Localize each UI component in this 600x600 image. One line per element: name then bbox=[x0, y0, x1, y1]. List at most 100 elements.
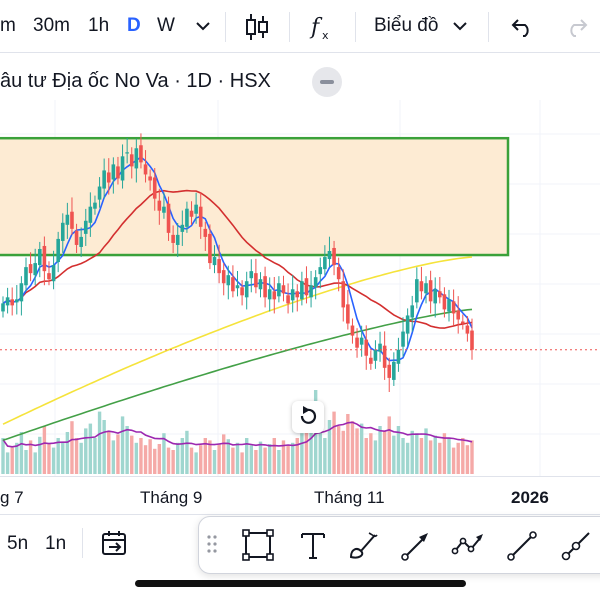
candle-body bbox=[129, 154, 134, 167]
goto-date-icon[interactable] bbox=[100, 530, 130, 558]
volume-bar bbox=[74, 438, 79, 474]
volume-bar bbox=[336, 426, 341, 474]
candle-body bbox=[465, 325, 470, 334]
candle-body bbox=[1, 303, 5, 312]
candle-body bbox=[203, 228, 208, 237]
candle-body bbox=[451, 301, 456, 314]
volume-bar bbox=[295, 438, 299, 474]
candle-body bbox=[240, 287, 244, 296]
candle-body bbox=[295, 291, 300, 298]
collapse-legend-button[interactable] bbox=[312, 67, 342, 97]
volume-bar bbox=[189, 447, 194, 474]
range-1d-button[interactable]: 1n bbox=[45, 533, 67, 554]
volume-bar bbox=[267, 444, 272, 474]
volume-bar bbox=[1, 438, 5, 474]
interval-w[interactable]: W bbox=[157, 15, 175, 36]
volume-bar bbox=[244, 438, 249, 474]
volume-bar bbox=[249, 445, 253, 474]
volume-bar bbox=[369, 433, 373, 474]
volume-bar bbox=[461, 438, 465, 474]
candle-body bbox=[231, 277, 235, 292]
volume-bar bbox=[323, 438, 327, 474]
drag-handle-icon[interactable] bbox=[205, 529, 219, 561]
candle-body bbox=[120, 156, 125, 181]
candle-body bbox=[249, 271, 254, 279]
candle-body bbox=[70, 211, 74, 229]
redo-icon[interactable] bbox=[563, 14, 589, 38]
trend-line-icon[interactable] bbox=[505, 529, 539, 561]
candle-body bbox=[143, 164, 148, 175]
ma-green-line bbox=[2, 308, 473, 442]
reset-icon bbox=[300, 406, 317, 424]
volume-bar bbox=[355, 428, 359, 474]
candle-body bbox=[456, 310, 461, 320]
path-icon[interactable] bbox=[451, 529, 485, 561]
ma-red-line bbox=[2, 189, 473, 329]
candle-body bbox=[24, 267, 28, 286]
indicators-icon[interactable]: f x bbox=[307, 12, 337, 42]
interval-d[interactable]: D bbox=[127, 15, 141, 36]
rectangle-icon[interactable] bbox=[241, 529, 275, 561]
arrow-icon[interactable] bbox=[399, 529, 433, 561]
interval-30m[interactable]: 30m bbox=[33, 15, 70, 36]
volume-bar bbox=[79, 442, 83, 474]
resistance-zone-rectangle bbox=[0, 136, 510, 257]
volume-bar bbox=[166, 447, 171, 474]
undo-icon[interactable] bbox=[510, 14, 536, 38]
volume-bar bbox=[171, 450, 175, 474]
candle-body bbox=[37, 248, 42, 266]
candle-body bbox=[281, 285, 286, 294]
volume-bar bbox=[433, 435, 437, 474]
candle-body bbox=[461, 321, 465, 324]
volume-bar bbox=[203, 438, 208, 474]
candle-body bbox=[28, 264, 33, 274]
candle-body bbox=[33, 263, 37, 276]
chart-type-menu[interactable]: Biểu đồ bbox=[374, 15, 439, 36]
reset-chart-button[interactable] bbox=[292, 401, 324, 433]
chevron-down-icon[interactable] bbox=[195, 20, 211, 32]
candle-body bbox=[359, 337, 364, 345]
candle-body bbox=[152, 177, 157, 199]
volume-bar bbox=[180, 438, 185, 474]
range-5d-button[interactable]: 5n bbox=[7, 533, 29, 554]
candle-body bbox=[350, 325, 355, 336]
candle-body bbox=[226, 275, 231, 286]
candle-body bbox=[171, 234, 175, 243]
volume-bar bbox=[373, 440, 378, 474]
interval-1h[interactable]: 1h bbox=[88, 15, 110, 36]
toolbar-border bbox=[0, 52, 600, 53]
volume-bar bbox=[382, 430, 387, 474]
candle-body bbox=[14, 299, 19, 303]
candle-body bbox=[79, 236, 83, 247]
candle-body bbox=[175, 234, 180, 245]
candles-icon[interactable] bbox=[243, 12, 271, 42]
candle-body bbox=[355, 337, 359, 348]
candle-body bbox=[166, 203, 171, 233]
candle-body bbox=[83, 220, 88, 234]
volume-bar bbox=[327, 420, 332, 474]
text-icon[interactable] bbox=[296, 529, 330, 561]
volume-bar bbox=[442, 433, 447, 474]
symbol-legend-title[interactable]: âu tư Địa ốc No Va · 1D · HSX bbox=[0, 70, 271, 92]
candle-body bbox=[272, 291, 277, 300]
volume-ma-line bbox=[2, 421, 473, 448]
candle-body bbox=[157, 200, 162, 211]
brush-icon[interactable] bbox=[347, 529, 381, 561]
volume-bar bbox=[97, 411, 102, 474]
chevron-down-icon[interactable] bbox=[452, 20, 468, 32]
candle-body bbox=[410, 305, 415, 318]
volume-bar bbox=[415, 433, 419, 474]
volume-bar bbox=[332, 411, 336, 474]
volume-bar bbox=[65, 432, 70, 474]
price-chart[interactable] bbox=[0, 100, 600, 478]
candle-body bbox=[263, 276, 267, 298]
candle-body bbox=[438, 291, 442, 298]
volume-bar bbox=[272, 438, 276, 474]
candle-body bbox=[424, 283, 428, 294]
candle-body bbox=[10, 299, 14, 306]
home-indicator bbox=[135, 580, 466, 587]
ray-icon[interactable] bbox=[559, 529, 593, 561]
x-axis-label: Tháng 11 bbox=[314, 488, 385, 507]
interval-m[interactable]: m bbox=[0, 15, 16, 36]
candle-body bbox=[74, 230, 79, 245]
